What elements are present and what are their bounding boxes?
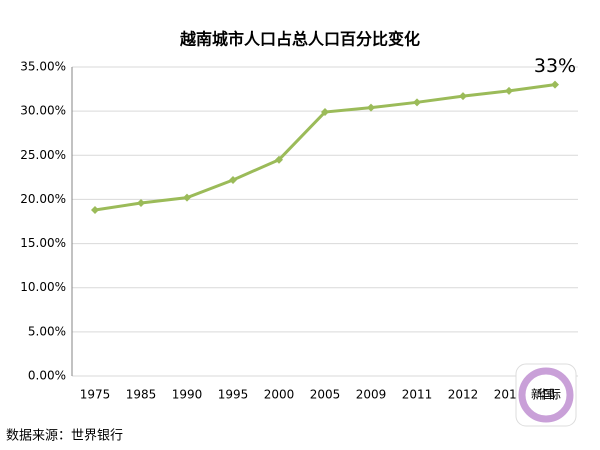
y-tick-label: 5.00% (28, 324, 66, 338)
marker (137, 198, 145, 207)
y-tick-label: 20.00% (20, 192, 66, 206)
x-tick-label: 2009 (356, 388, 387, 402)
x-tick-label: 1990 (172, 388, 203, 402)
marker (505, 86, 513, 95)
watermark-text: 新华国际 (531, 387, 561, 402)
x-tick-label: 2000 (264, 388, 295, 402)
x-tick-label: 2012 (448, 388, 479, 402)
marker (459, 92, 467, 101)
marker (321, 108, 329, 117)
marker (367, 103, 375, 112)
marker (551, 80, 559, 89)
y-tick-label: 25.00% (20, 148, 66, 162)
y-tick-label: 35.00% (20, 60, 66, 74)
y-tick-label: 10.00% (20, 280, 66, 294)
data-label: 33% (534, 55, 576, 77)
y-tick-label: 15.00% (20, 236, 66, 250)
x-tick-label: 1985 (126, 388, 157, 402)
marker (183, 193, 191, 202)
marker (413, 98, 421, 107)
source-note: 数据来源：世界银行 (6, 429, 123, 444)
y-tick-label: 30.00% (20, 104, 66, 118)
x-tick-label: 2005 (310, 388, 341, 402)
marker (229, 176, 237, 185)
line (94, 83, 556, 212)
marker (91, 206, 99, 215)
marker (275, 155, 283, 164)
y-tick-label: 0.00% (28, 369, 66, 383)
watermark: 新华国际 (515, 363, 577, 427)
chart-title: 越南城市人口占总人口百分比变化 (179, 30, 420, 49)
x-tick-label: 2011 (402, 388, 433, 402)
x-tick-label: 1995 (218, 388, 249, 402)
x-tick-label: 1975 (80, 388, 111, 402)
watermark-ring (518, 367, 574, 423)
